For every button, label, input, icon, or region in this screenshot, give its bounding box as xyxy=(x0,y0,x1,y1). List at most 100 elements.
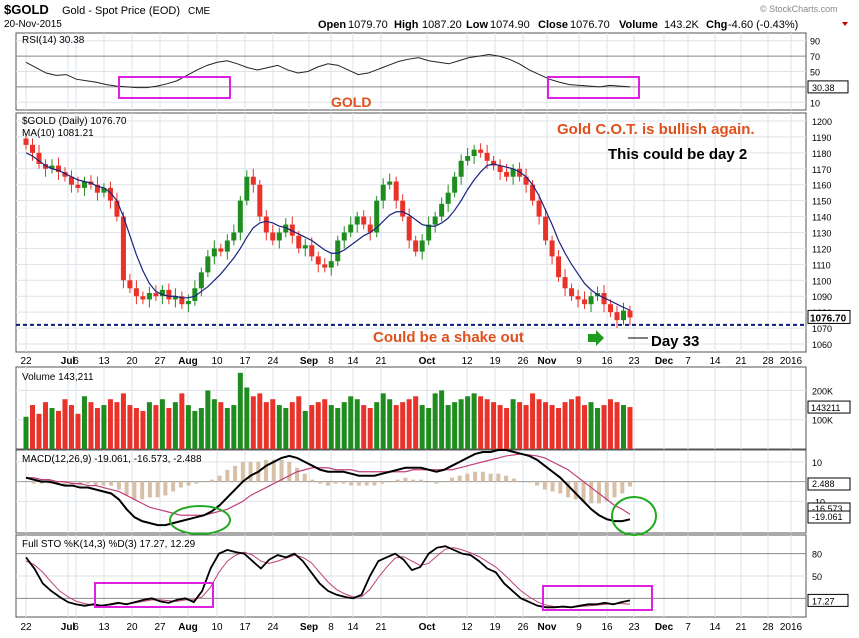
candle-body xyxy=(172,296,178,300)
low-label: Low xyxy=(466,19,488,31)
volume-bar xyxy=(153,405,159,449)
candle-body xyxy=(452,176,458,193)
volume-bar xyxy=(445,405,451,449)
bottom-date-label: 16 xyxy=(601,622,613,633)
candle-body xyxy=(361,216,367,225)
volume-bar xyxy=(283,408,289,449)
macd-histogram-bar xyxy=(225,469,230,482)
macd-histogram-bar xyxy=(217,475,222,482)
macd-histogram-bar xyxy=(310,479,315,482)
macd-histogram-bar xyxy=(62,481,67,486)
price-value-box xyxy=(807,309,851,324)
volume-bar xyxy=(504,408,510,449)
candle-body xyxy=(478,149,484,153)
symbol: $GOLD xyxy=(4,2,49,17)
macd-histogram-bar xyxy=(527,481,532,483)
price-tick-label: 1110 xyxy=(812,260,831,270)
candle-body xyxy=(218,248,224,252)
macd-histogram-bar xyxy=(271,459,276,482)
macd-histogram-bar xyxy=(209,479,214,482)
volume-bar xyxy=(608,399,614,449)
date-label: Dec xyxy=(655,356,674,367)
candle-body xyxy=(224,240,230,252)
volume-bar xyxy=(185,405,191,449)
macd-histogram-bar xyxy=(171,481,176,492)
volume-bar xyxy=(426,408,432,449)
macd-circle-1 xyxy=(169,505,231,535)
volume-bar xyxy=(530,393,536,449)
date-label: 12 xyxy=(461,356,473,367)
macd-value-label: -16.573 xyxy=(812,504,843,514)
macd-histogram-bar xyxy=(573,481,578,500)
candle-body xyxy=(549,240,555,257)
volume-bar xyxy=(75,413,81,449)
collapse-icon[interactable] xyxy=(842,22,848,26)
panel-macd xyxy=(15,449,807,534)
volume-bar xyxy=(348,396,354,449)
bottom-date-label: 22 xyxy=(20,622,32,633)
date-label: 8 xyxy=(328,356,334,367)
volume-bar xyxy=(250,396,256,449)
chg-label: Chg xyxy=(706,19,727,31)
macd-value-label: -19.061 xyxy=(812,512,843,522)
candle-body xyxy=(601,293,607,305)
macd-histogram-bar xyxy=(341,481,346,484)
macd-histogram-bar xyxy=(550,481,555,492)
macd-histogram-bar xyxy=(287,461,292,482)
macd-histogram-bar xyxy=(496,473,501,482)
candle-body xyxy=(101,187,107,193)
price-tick-label: 1180 xyxy=(812,149,831,159)
close-value: 1076.70 xyxy=(570,19,610,31)
candle-body xyxy=(517,168,523,177)
volume-value-label: 143211 xyxy=(811,403,840,413)
candle-body xyxy=(146,293,152,300)
date-label: 26 xyxy=(517,356,529,367)
volume-value-box xyxy=(807,400,851,414)
date-label: 14 xyxy=(709,356,721,367)
ma-line xyxy=(25,152,631,311)
candle-body xyxy=(426,224,432,241)
candle-body xyxy=(62,171,68,177)
volume-tick-label: 200K xyxy=(812,386,833,396)
volume-bar xyxy=(367,408,373,449)
candle-body xyxy=(81,181,87,188)
volume-bar xyxy=(309,405,315,449)
macd-histogram-bar xyxy=(279,459,284,482)
candle-body xyxy=(185,301,191,305)
sto-highlight-box-1 xyxy=(94,582,214,608)
open-label: Open xyxy=(318,19,346,31)
bottom-date-label: 27 xyxy=(154,622,166,633)
date-label: 14 xyxy=(347,356,359,367)
candle-body xyxy=(439,203,445,217)
bottom-date-label: 28 xyxy=(762,622,774,633)
date-label: 10 xyxy=(211,356,223,367)
price-tick-label: 1150 xyxy=(812,197,831,207)
volume-bar xyxy=(81,396,87,449)
candle-body xyxy=(406,216,412,241)
macd-histogram-bar xyxy=(155,481,160,498)
volume-bar xyxy=(588,402,594,449)
macd-value-box xyxy=(807,510,851,524)
candle-body xyxy=(179,296,185,305)
volume-bar xyxy=(432,393,438,449)
volume-bar xyxy=(42,402,48,449)
volume-bar xyxy=(439,390,445,449)
volume-value: 143.2K xyxy=(664,19,700,31)
volume-bar xyxy=(205,390,211,449)
high-value: 1087.20 xyxy=(422,19,462,31)
chart-date: 20-Nov-2015 xyxy=(4,19,62,30)
candle-body xyxy=(627,310,633,318)
date-label: 20 xyxy=(126,356,138,367)
date-label: 24 xyxy=(267,356,279,367)
bottom-date-label: 19 xyxy=(489,622,501,633)
bottom-date-label: 26 xyxy=(517,622,529,633)
macd-histogram-bar xyxy=(248,461,253,482)
sto-value-box xyxy=(807,593,849,607)
bottom-date-label: 2016 xyxy=(780,622,803,633)
price-title: $GOLD (Daily) 1076.70 xyxy=(22,116,127,127)
candle-body xyxy=(315,256,321,265)
macd-histogram-bar xyxy=(132,481,137,500)
volume-label: Volume xyxy=(619,19,658,31)
bottom-date-label: Sep xyxy=(300,622,318,633)
